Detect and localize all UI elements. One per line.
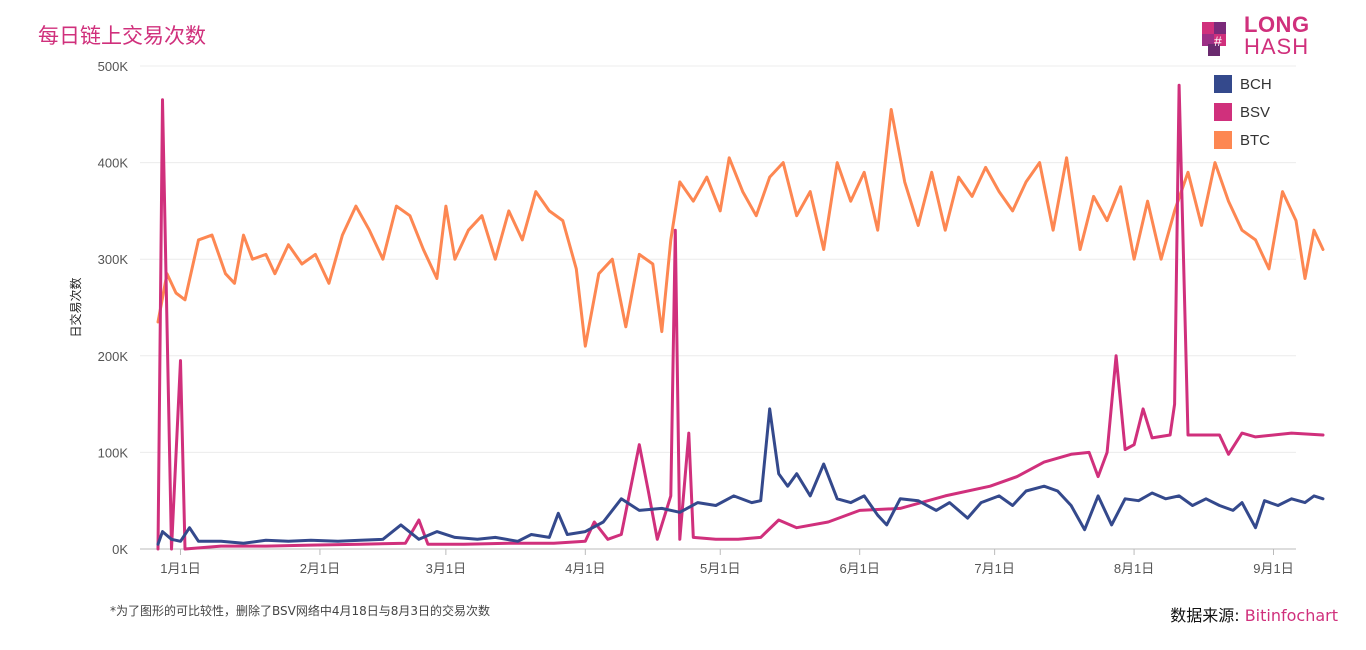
y-axis-label: 日交易次数 — [68, 277, 83, 337]
y-tick-label: 0K — [112, 542, 128, 557]
series-line-bch — [156, 407, 1325, 546]
series-line-btc — [156, 108, 1325, 348]
svg-text:#: # — [1214, 33, 1222, 49]
legend-swatch-bsv — [1214, 103, 1232, 121]
logo-text: LONG HASH — [1244, 14, 1310, 58]
y-tick-label: 200K — [98, 349, 129, 364]
logo-line2: HASH — [1244, 34, 1310, 59]
footnote: *为了图形的可比较性，删除了BSV网络中4月18日与8月3日的交易次数 — [110, 604, 491, 618]
source-label: 数据来源: — [1170, 606, 1240, 625]
legend-label-bsv: BSV — [1240, 103, 1271, 121]
data-source: 数据来源: Bitinfochart — [1170, 602, 1338, 626]
longhash-logo: # LONG HASH — [1196, 14, 1326, 64]
x-tick-label: 8月1日 — [1114, 561, 1154, 576]
series-line-bsv — [156, 83, 1325, 551]
y-tick-label: 300K — [98, 252, 129, 267]
x-tick-label: 6月1日 — [839, 561, 879, 576]
x-tick-label: 3月1日 — [426, 561, 466, 576]
legend-label-bch: BCH — [1240, 75, 1272, 93]
legend-item-bsv: BSV — [1214, 102, 1272, 122]
logo-line1: LONG — [1244, 12, 1310, 37]
x-tick-label: 9月1日 — [1253, 561, 1293, 576]
x-tick-label: 4月1日 — [565, 561, 605, 576]
y-tick-label: 100K — [98, 445, 129, 460]
legend-swatch-btc — [1214, 131, 1232, 149]
legend-item-bch: BCH — [1214, 74, 1272, 94]
x-tick-label: 1月1日 — [160, 561, 200, 576]
chart-title: 每日链上交易次数 — [38, 24, 206, 48]
y-tick-label: 500K — [98, 59, 129, 74]
x-tick-label: 5月1日 — [700, 561, 740, 576]
x-tick-label: 7月1日 — [974, 561, 1014, 576]
legend-swatch-bch — [1214, 75, 1232, 93]
legend-item-btc: BTC — [1214, 130, 1272, 150]
longhash-cube-icon: # — [1202, 22, 1226, 56]
legend: BCH BSV BTC — [1214, 74, 1272, 158]
legend-label-btc: BTC — [1240, 131, 1270, 149]
source-value: Bitinfochart — [1244, 606, 1338, 625]
x-tick-label: 2月1日 — [300, 561, 340, 576]
y-tick-label: 400K — [98, 156, 129, 171]
